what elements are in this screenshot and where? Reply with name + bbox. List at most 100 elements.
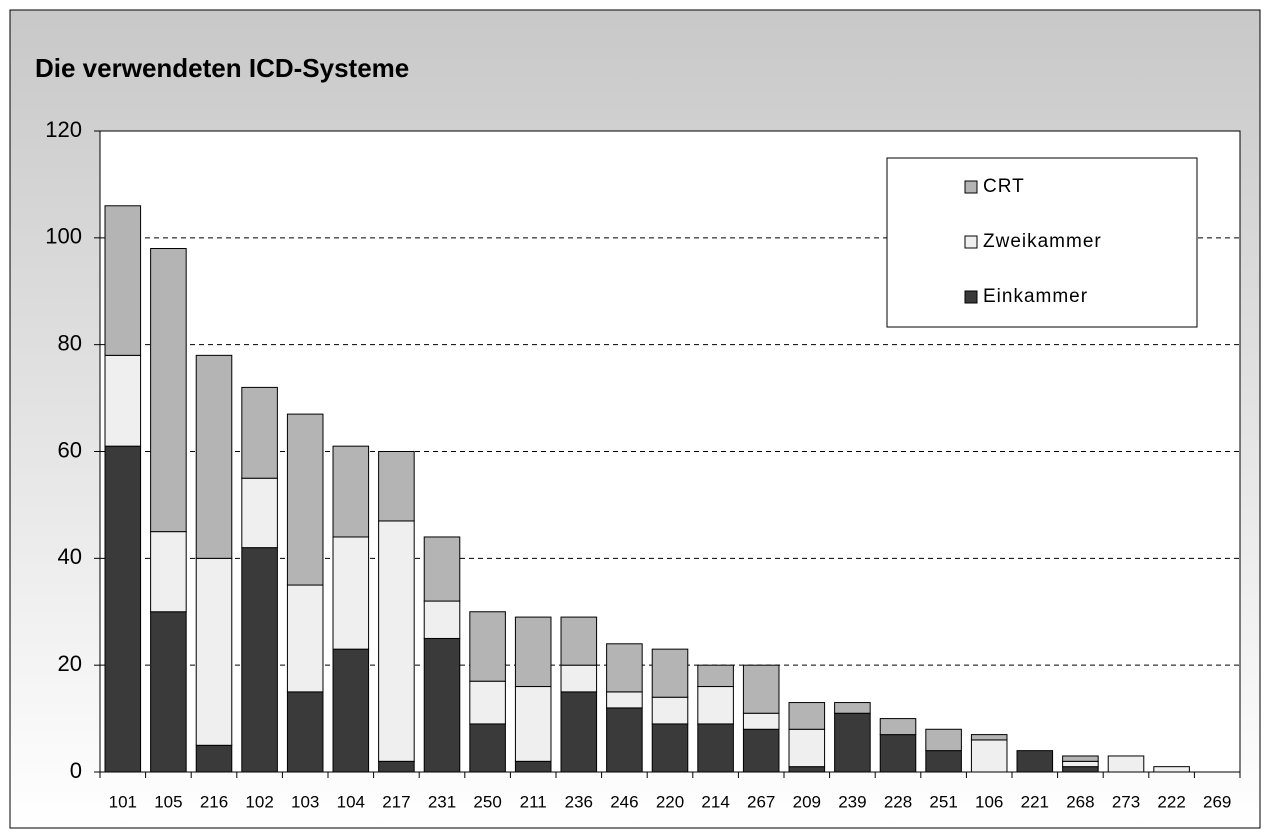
bar-segment xyxy=(104,354,142,447)
bar-segment xyxy=(514,686,552,762)
bar-segment xyxy=(332,648,370,773)
bar-segment xyxy=(1107,755,1145,773)
y-tick-label: 0 xyxy=(70,758,82,783)
chart-title: Die verwendeten ICD-Systeme xyxy=(35,53,409,83)
bar-segment xyxy=(651,723,689,773)
bar-segment xyxy=(378,451,415,522)
bar-segment xyxy=(150,248,187,533)
x-tick-label: 106 xyxy=(975,792,1003,811)
bar-segment xyxy=(742,664,780,714)
bar-segment xyxy=(651,648,689,698)
bar-segment xyxy=(150,531,187,613)
y-tick-label: 20 xyxy=(58,651,82,676)
y-tick-label: 60 xyxy=(58,437,82,462)
bar-segment xyxy=(879,734,917,773)
x-tick-label: 102 xyxy=(245,792,273,811)
bar-segment xyxy=(560,664,598,693)
bar-segment xyxy=(104,205,142,356)
bar-segment xyxy=(332,536,370,650)
x-tick-label: 236 xyxy=(565,792,593,811)
x-tick-label: 268 xyxy=(1066,792,1094,811)
x-tick-label: 216 xyxy=(200,792,228,811)
bar-segment xyxy=(742,712,780,730)
y-tick-label: 120 xyxy=(45,117,82,142)
x-tick-label: 267 xyxy=(747,792,775,811)
bar-segment xyxy=(697,664,734,688)
bar-segment xyxy=(697,723,734,773)
bar-segment xyxy=(1062,760,1099,768)
bar-segment xyxy=(560,616,598,666)
legend-swatch xyxy=(964,180,978,194)
x-tick-label: 104 xyxy=(337,792,365,811)
x-tick-label: 222 xyxy=(1157,792,1185,811)
bar-segment xyxy=(469,611,506,682)
legend-label: CRT xyxy=(983,176,1025,197)
bar-segment xyxy=(241,386,278,479)
bar-segment xyxy=(286,584,324,693)
bar-segment xyxy=(925,728,962,752)
x-tick-label: 246 xyxy=(610,792,638,811)
bar-segment xyxy=(286,691,324,773)
legend-swatch xyxy=(964,290,978,304)
bar-segment xyxy=(651,696,689,725)
bar-segment xyxy=(469,723,506,773)
bar-segment xyxy=(195,744,233,773)
x-tick-label: 273 xyxy=(1112,792,1140,811)
x-tick-label: 105 xyxy=(154,792,182,811)
bar-segment xyxy=(879,718,917,736)
bar-segment xyxy=(378,760,415,773)
x-tick-label: 221 xyxy=(1021,792,1049,811)
legend-swatch xyxy=(964,235,978,249)
bar-segment xyxy=(1062,755,1099,762)
bar-segment xyxy=(514,616,552,688)
bar-segment xyxy=(834,702,871,714)
x-tick-label: 214 xyxy=(701,792,729,811)
x-tick-label: 269 xyxy=(1203,792,1231,811)
bar-segment xyxy=(241,477,278,549)
bar-segment xyxy=(332,445,370,538)
y-tick-label: 80 xyxy=(58,330,82,355)
x-tick-label: 251 xyxy=(929,792,957,811)
bar-segment xyxy=(970,734,1008,741)
bar-segment xyxy=(469,680,506,725)
bar-segment xyxy=(423,600,461,639)
y-tick-label: 40 xyxy=(58,544,82,569)
bar-segment xyxy=(423,536,461,602)
bar-segment xyxy=(742,728,780,773)
legend-label: Einkammer xyxy=(983,286,1088,307)
bar-segment xyxy=(925,750,962,773)
bar-segment xyxy=(1016,750,1054,773)
bar-segment xyxy=(560,691,598,773)
x-tick-label: 239 xyxy=(838,792,866,811)
bar-segment xyxy=(788,728,826,768)
bar-segment xyxy=(286,413,324,586)
legend-box xyxy=(886,157,1198,328)
bar-segment xyxy=(150,611,187,773)
bar-segment xyxy=(1062,766,1099,773)
bar-segment xyxy=(195,557,233,746)
x-tick-label: 250 xyxy=(473,792,501,811)
x-tick-label: 231 xyxy=(428,792,456,811)
legend-label: Zweikammer xyxy=(983,231,1102,252)
bar-segment xyxy=(697,686,734,725)
bar-segment xyxy=(1153,766,1190,773)
bar-segment xyxy=(514,760,552,773)
bar-segment xyxy=(788,766,826,773)
bar-segment xyxy=(606,643,643,693)
bar-segment xyxy=(834,712,871,773)
y-tick-label: 100 xyxy=(45,224,82,249)
bar-segment xyxy=(606,691,643,709)
bar-segment xyxy=(970,739,1008,773)
bar-segment xyxy=(606,707,643,773)
bar-segment xyxy=(788,702,826,730)
bar-segment xyxy=(195,354,233,559)
x-tick-label: 103 xyxy=(291,792,319,811)
x-tick-label: 211 xyxy=(520,792,547,811)
x-tick-label: 217 xyxy=(382,792,410,811)
x-tick-label: 220 xyxy=(656,792,684,811)
bar-segment xyxy=(423,637,461,773)
bar-segment xyxy=(378,520,415,762)
x-tick-label: 101 xyxy=(109,792,137,811)
